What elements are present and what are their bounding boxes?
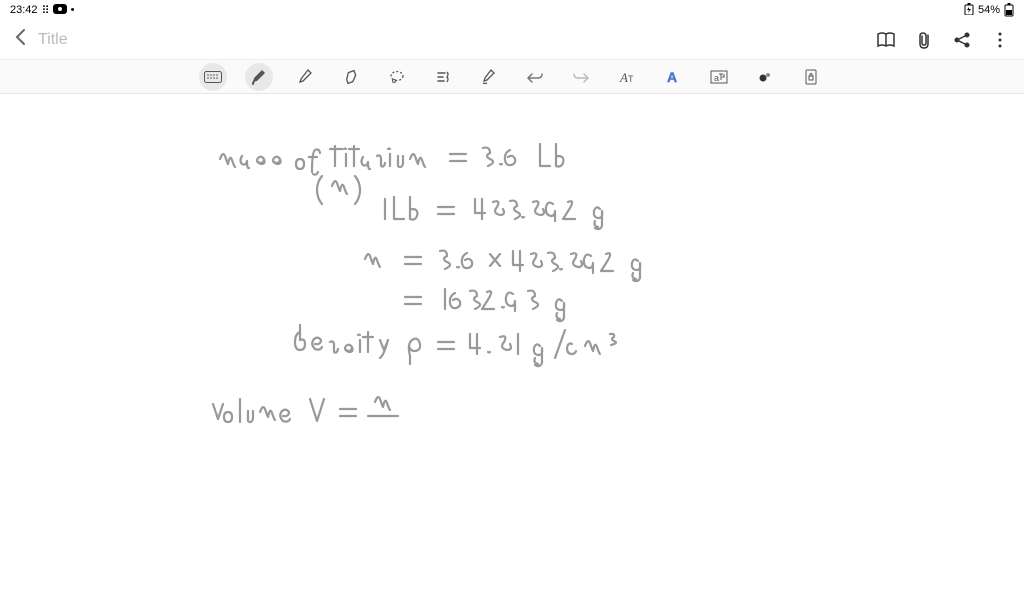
status-indicator-icon: ⠿ <box>42 4 49 17</box>
header-right <box>876 30 1010 50</box>
svg-text:a: a <box>714 73 719 83</box>
text-tool[interactable]: AT <box>613 63 641 91</box>
lasso-tool[interactable] <box>383 63 411 91</box>
brush-tool[interactable] <box>245 63 273 91</box>
status-bar: 23:42 ⠿ • 54% <box>0 0 1024 20</box>
redo-button[interactable] <box>567 63 595 91</box>
status-right: 54% <box>964 3 1014 18</box>
lock-tool[interactable] <box>797 63 825 91</box>
dot-icon: • <box>71 4 75 16</box>
battery-saver-icon <box>964 3 974 18</box>
svg-text:A: A <box>619 70 628 85</box>
color-tool[interactable] <box>751 63 779 91</box>
battery-percent: 54% <box>978 4 1000 16</box>
back-button[interactable] <box>14 28 26 51</box>
header-bar: Title <box>0 20 1024 60</box>
battery-icon <box>1004 3 1014 17</box>
status-time: 23:42 <box>10 4 38 16</box>
title-input[interactable]: Title <box>38 31 68 49</box>
status-left: 23:42 ⠿ • <box>10 4 74 17</box>
reader-icon[interactable] <box>876 30 896 50</box>
header-left: Title <box>14 28 68 51</box>
font-tool[interactable]: A <box>659 63 687 91</box>
attachment-icon[interactable] <box>914 30 934 50</box>
pen-style-tool[interactable] <box>475 63 503 91</box>
pen-tool[interactable] <box>291 63 319 91</box>
text-options-tool[interactable]: a <box>705 63 733 91</box>
keyboard-tool[interactable] <box>199 63 227 91</box>
toolbar: AT A a <box>0 60 1024 94</box>
more-icon[interactable] <box>990 30 1010 50</box>
svg-text:A: A <box>667 69 677 85</box>
svg-text:T: T <box>628 74 634 84</box>
share-icon[interactable] <box>952 30 972 50</box>
record-icon <box>53 4 67 17</box>
drawing-canvas[interactable] <box>0 94 1024 614</box>
eraser-tool[interactable] <box>337 63 365 91</box>
shape-tool[interactable] <box>429 63 457 91</box>
undo-button[interactable] <box>521 63 549 91</box>
